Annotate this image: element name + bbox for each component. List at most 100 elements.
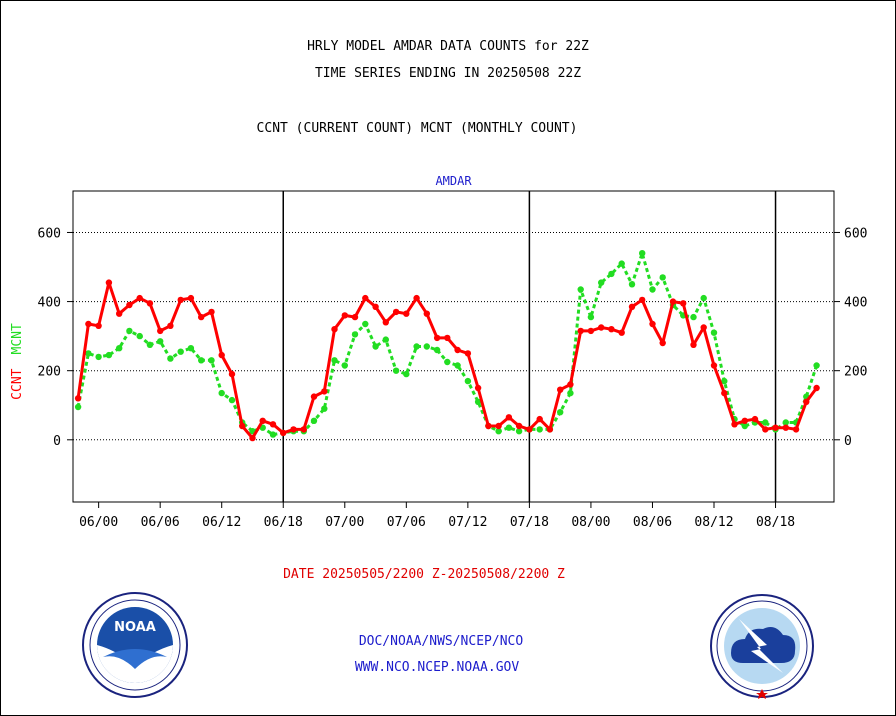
grid-layer (73, 191, 834, 502)
data-point-mcnt (392, 367, 400, 374)
x-tick-label: 08/12 (694, 515, 733, 530)
data-point-ccnt (710, 362, 718, 369)
x-tick-label: 08/18 (756, 515, 795, 530)
data-point-ccnt (762, 426, 769, 433)
x-tick-label: 07/18 (510, 515, 549, 530)
y-tick-label-right: 200 (844, 365, 867, 380)
data-point-mcnt (218, 389, 225, 397)
data-point-ccnt (792, 426, 800, 433)
series-layer (74, 250, 820, 442)
data-point-ccnt (515, 422, 523, 430)
data-point-ccnt (74, 395, 82, 402)
data-point-mcnt (700, 294, 707, 302)
x-tick-label: 06/12 (202, 515, 241, 530)
data-point-ccnt (680, 300, 687, 307)
data-point-ccnt (85, 320, 92, 328)
data-point-mcnt (464, 377, 472, 385)
data-point-ccnt (649, 320, 656, 328)
data-point-ccnt (598, 324, 605, 331)
svg-text:NOAA: NOAA (114, 620, 156, 635)
data-point-ccnt (639, 296, 646, 304)
data-point-mcnt (126, 327, 133, 335)
chart-subtitle: CCNT (CURRENT COUNT) MCNT (MONTHLY COUNT… (256, 121, 578, 136)
data-point-ccnt (464, 350, 472, 357)
data-point-ccnt (136, 294, 143, 302)
data-point-mcnt (331, 357, 338, 364)
data-point-mcnt (351, 331, 359, 338)
data-point-mcnt (372, 343, 379, 350)
data-point-mcnt (690, 313, 697, 321)
y-tick-label-right: 400 (844, 296, 867, 311)
data-point-mcnt (310, 417, 318, 424)
y-label-ccnt: CCNT (10, 368, 25, 399)
data-point-mcnt (710, 329, 718, 336)
data-point-mcnt (74, 403, 82, 411)
org-name-line: DOC/NOAA/NWS/NCEP/NCO (358, 634, 524, 649)
data-point-ccnt (454, 346, 461, 354)
data-point-ccnt (372, 303, 379, 310)
data-point-mcnt (782, 419, 789, 426)
y-tick-label-left: 400 (38, 296, 61, 311)
national-weather-service-logo (710, 594, 814, 699)
data-point-ccnt (659, 339, 666, 347)
data-point-mcnt (321, 405, 328, 412)
data-point-ccnt (731, 421, 738, 428)
data-point-mcnt (269, 431, 277, 438)
chart-title-line1: HRLY MODEL AMDAR DATA COUNTS for 22Z (307, 39, 589, 54)
data-point-mcnt (649, 286, 656, 293)
data-point-mcnt (628, 281, 636, 288)
data-point-mcnt (618, 260, 625, 267)
x-tick-label: 06/00 (79, 515, 118, 530)
data-point-mcnt (157, 338, 164, 345)
data-point-ccnt (782, 424, 789, 431)
data-point-mcnt (177, 348, 184, 355)
data-point-ccnt (813, 384, 820, 392)
data-point-ccnt (105, 279, 113, 286)
data-point-mcnt (557, 409, 564, 416)
data-point-ccnt (526, 426, 533, 433)
data-point-mcnt (587, 313, 595, 321)
data-point-ccnt (772, 424, 779, 431)
data-point-ccnt (608, 326, 615, 333)
data-point-ccnt (618, 329, 625, 336)
data-point-ccnt (669, 298, 677, 305)
data-point-ccnt (577, 327, 584, 335)
data-point-ccnt (413, 294, 420, 302)
data-point-ccnt (444, 334, 451, 342)
data-point-ccnt (218, 351, 225, 359)
data-point-ccnt (310, 393, 318, 400)
noaa-logo: NOAA (82, 592, 188, 698)
y-label-mcnt: MCNT (10, 323, 25, 354)
data-point-mcnt (341, 362, 348, 369)
y-tick-label-right: 0 (844, 434, 852, 449)
data-point-mcnt (362, 320, 369, 328)
data-point-mcnt (721, 377, 728, 385)
data-point-ccnt (495, 422, 502, 430)
data-point-ccnt (95, 322, 102, 329)
data-point-ccnt (567, 381, 574, 388)
data-point-mcnt (813, 362, 820, 369)
data-point-mcnt (85, 350, 92, 357)
data-point-mcnt (105, 351, 113, 359)
data-point-mcnt (116, 345, 123, 352)
data-point-ccnt (198, 313, 205, 321)
data-point-mcnt (136, 332, 143, 340)
data-point-mcnt (474, 398, 482, 405)
data-point-mcnt (228, 396, 236, 404)
data-point-ccnt (362, 294, 369, 302)
data-point-mcnt (413, 343, 420, 350)
data-point-ccnt (587, 327, 595, 335)
data-point-mcnt (146, 341, 154, 348)
data-point-mcnt (567, 389, 574, 397)
data-point-ccnt (803, 398, 810, 405)
data-point-ccnt (300, 426, 307, 433)
data-point-mcnt (208, 357, 215, 364)
data-point-ccnt (116, 310, 123, 317)
data-point-mcnt (762, 419, 769, 426)
data-point-ccnt (146, 300, 154, 307)
data-point-ccnt (403, 310, 410, 317)
chart-series-title: AMDAR (435, 174, 472, 188)
data-point-mcnt (741, 422, 748, 430)
